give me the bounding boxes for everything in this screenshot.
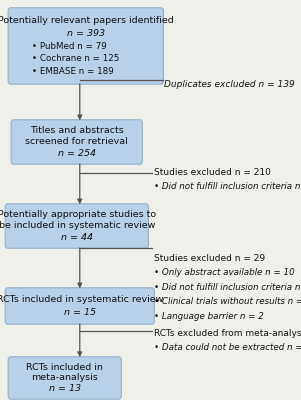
Text: • PubMed n = 79: • PubMed n = 79 — [32, 42, 106, 50]
Text: Potentially appropriate studies to: Potentially appropriate studies to — [0, 210, 156, 219]
Text: n = 44: n = 44 — [61, 233, 93, 242]
Text: • EMBASE n = 189: • EMBASE n = 189 — [32, 68, 113, 76]
Text: screened for retrieval: screened for retrieval — [25, 138, 128, 146]
FancyBboxPatch shape — [8, 8, 163, 84]
Text: • Data could not be extracted n = 2: • Data could not be extracted n = 2 — [154, 343, 301, 352]
Text: Potentially relevant papers identified: Potentially relevant papers identified — [0, 16, 174, 24]
Text: Studies excluded n = 210: Studies excluded n = 210 — [154, 168, 270, 177]
Text: be included in systematic review: be included in systematic review — [0, 222, 155, 230]
Text: • Clinical trials without results n = 9: • Clinical trials without results n = 9 — [154, 297, 301, 306]
Text: n = 13: n = 13 — [49, 384, 81, 393]
Text: RCTs excluded from meta-analysis n = 2: RCTs excluded from meta-analysis n = 2 — [154, 329, 301, 338]
Text: n = 393: n = 393 — [67, 28, 105, 38]
Text: Studies excluded n = 29: Studies excluded n = 29 — [154, 254, 265, 263]
Text: Titles and abstracts: Titles and abstracts — [30, 126, 124, 135]
Text: RCTs included in: RCTs included in — [26, 363, 103, 372]
Text: Duplicates excluded n = 139: Duplicates excluded n = 139 — [164, 80, 295, 89]
Text: RCTs included in systematic review: RCTs included in systematic review — [0, 295, 163, 304]
Text: • Did not fulfill inclusion criteria n = 210: • Did not fulfill inclusion criteria n =… — [154, 182, 301, 192]
Text: • Language barrier n = 2: • Language barrier n = 2 — [154, 312, 263, 321]
Text: • Only abstract available n = 10: • Only abstract available n = 10 — [154, 268, 294, 278]
Text: meta-analysis: meta-analysis — [31, 374, 98, 382]
Text: n = 15: n = 15 — [64, 308, 96, 317]
FancyBboxPatch shape — [5, 288, 154, 324]
FancyBboxPatch shape — [8, 357, 121, 399]
Text: • Cochrane n = 125: • Cochrane n = 125 — [32, 54, 119, 64]
Text: • Did not fulfill inclusion criteria n = 8: • Did not fulfill inclusion criteria n =… — [154, 283, 301, 292]
Text: n = 254: n = 254 — [58, 149, 96, 158]
FancyBboxPatch shape — [5, 204, 148, 248]
FancyBboxPatch shape — [11, 120, 142, 164]
